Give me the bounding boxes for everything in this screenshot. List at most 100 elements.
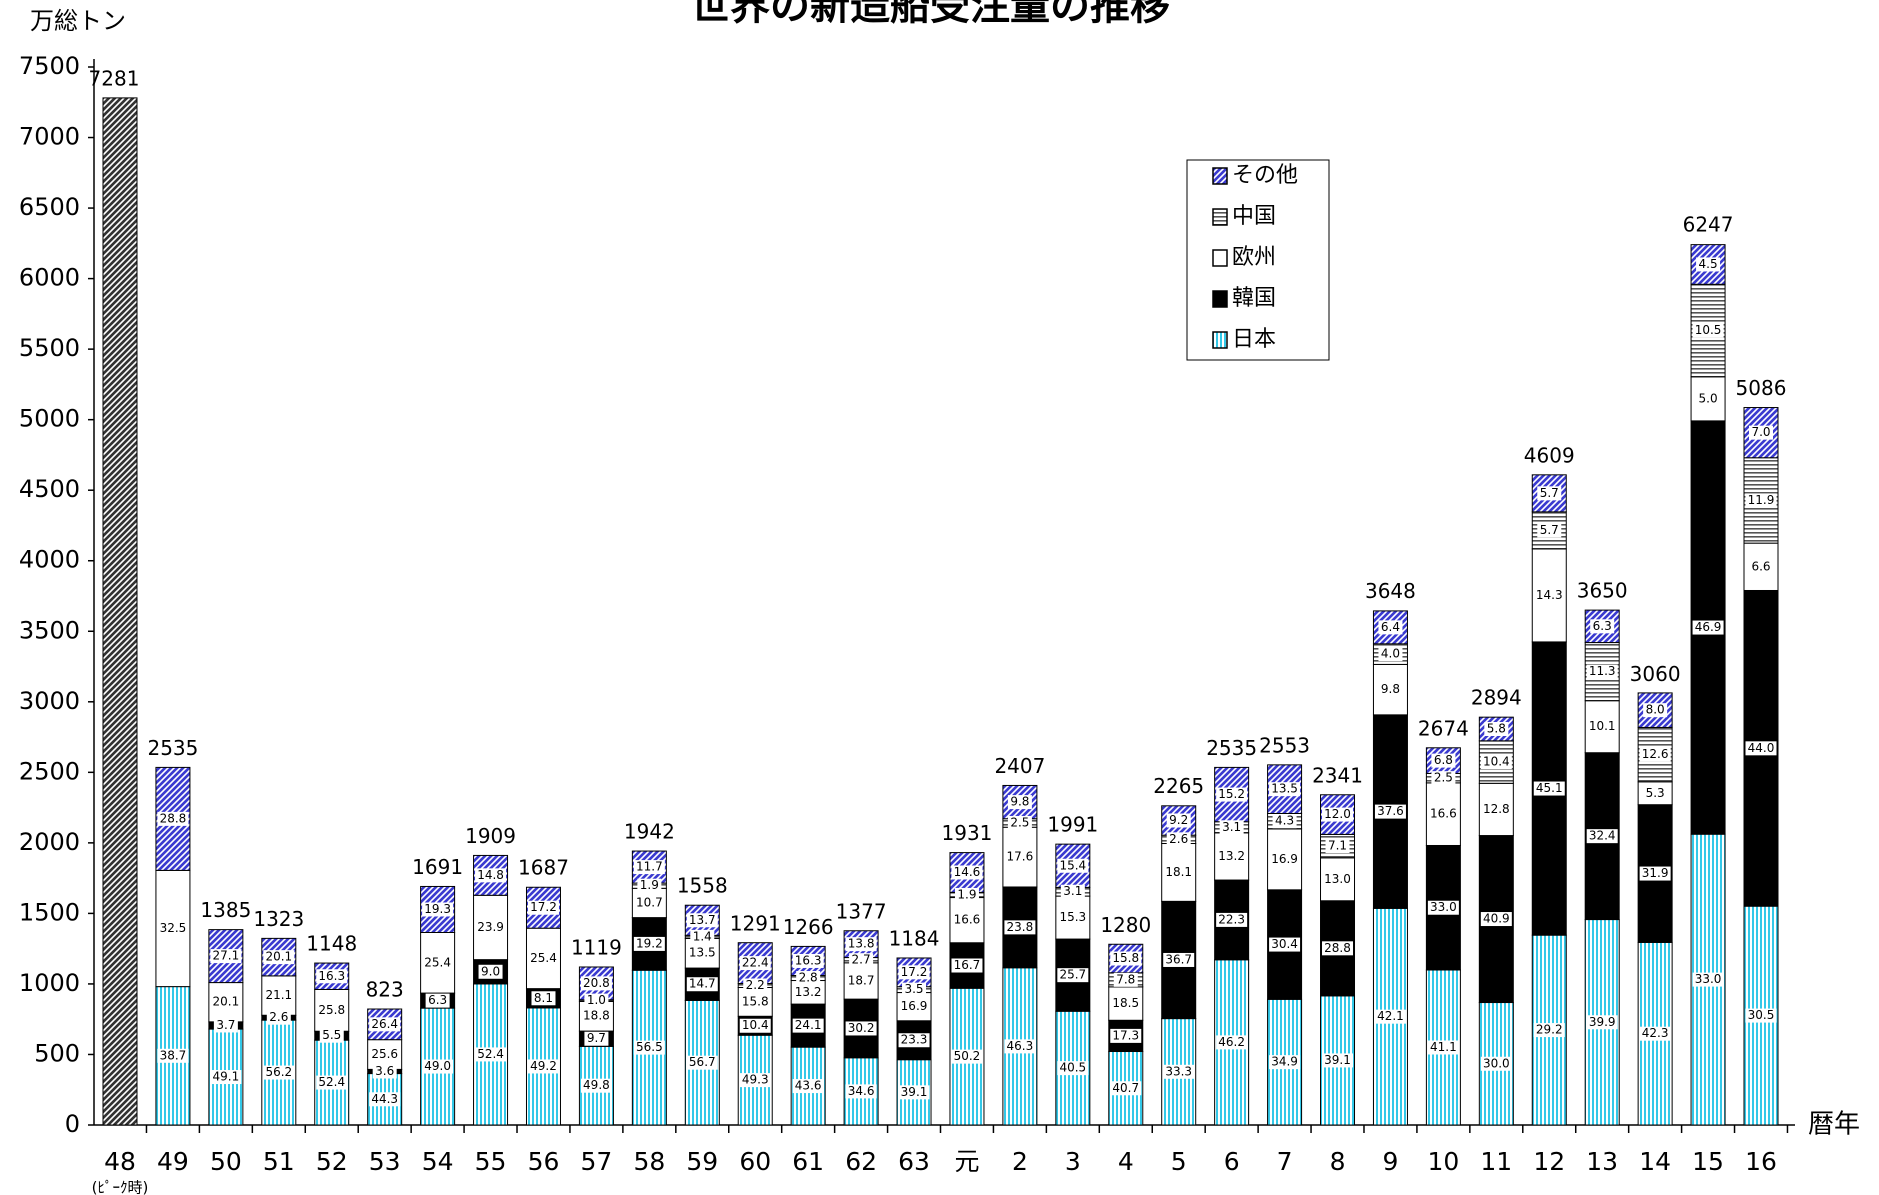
data-label-bg xyxy=(1533,1023,1565,1038)
data-label-bg xyxy=(849,953,874,968)
data-label-bg xyxy=(1163,865,1195,880)
total-label: 1558 xyxy=(677,874,728,898)
legend-box xyxy=(1186,159,1330,361)
data-label: 10.4 xyxy=(1483,755,1510,769)
data-label-bg xyxy=(1378,620,1403,635)
data-label-bg xyxy=(1484,722,1509,737)
data-label: 28.8 xyxy=(160,811,187,825)
data-label: 24.1 xyxy=(795,1018,822,1032)
data-label-bg xyxy=(1269,1055,1301,1070)
data-label-bg xyxy=(475,868,507,883)
data-label: 15.8 xyxy=(1112,951,1139,965)
x-tick-label: 8 xyxy=(1330,1147,1346,1176)
data-label: 46.3 xyxy=(1007,1039,1034,1053)
data-label: 11.7 xyxy=(636,860,663,874)
data-label-bg xyxy=(1586,664,1618,679)
data-label: 34.6 xyxy=(848,1084,875,1098)
x-tick-label: 6 xyxy=(1224,1147,1240,1176)
data-label: 30.4 xyxy=(1271,937,1298,951)
peak-note: (ﾋﾟｰｸ時) xyxy=(92,1179,149,1195)
data-label: 17.6 xyxy=(1007,850,1034,864)
data-label-bg xyxy=(157,811,189,826)
data-label: 52.4 xyxy=(477,1047,504,1061)
data-label-bg xyxy=(1431,753,1456,768)
data-label-bg xyxy=(1163,1064,1195,1079)
data-label-bg xyxy=(1586,719,1618,734)
data-label: 9.0 xyxy=(481,964,500,978)
data-label: 44.3 xyxy=(371,1092,398,1106)
data-label-bg xyxy=(580,976,612,991)
data-label-bg xyxy=(1004,850,1036,865)
data-label: 6.6 xyxy=(1751,559,1770,573)
total-label: 1991 xyxy=(1047,813,1098,837)
data-label: 32.4 xyxy=(1589,829,1616,843)
data-label: 26.4 xyxy=(371,1017,398,1031)
data-label-bg xyxy=(1586,829,1618,844)
data-label-bg xyxy=(1374,804,1406,819)
data-label: 28.8 xyxy=(1324,941,1351,955)
x-tick-label: 7 xyxy=(1277,1147,1293,1176)
data-label-bg xyxy=(1749,559,1773,574)
x-tick-label: 49 xyxy=(157,1147,189,1176)
data-label: 9.8 xyxy=(1010,795,1029,809)
data-label: 10.7 xyxy=(636,895,663,909)
data-label: 23.8 xyxy=(1007,920,1034,934)
data-label: 39.1 xyxy=(901,1085,928,1099)
data-label-bg xyxy=(1480,912,1512,927)
data-label: 12.0 xyxy=(1324,807,1351,821)
data-label-bg xyxy=(686,1055,718,1070)
data-label-bg xyxy=(1166,832,1191,847)
total-label: 2341 xyxy=(1312,763,1363,787)
data-label: 22.3 xyxy=(1218,912,1245,926)
data-label: 19.3 xyxy=(424,902,451,916)
x-tick-label: 元 xyxy=(954,1147,979,1176)
x-tick-label: 12 xyxy=(1533,1147,1565,1176)
data-label-bg xyxy=(1113,972,1138,987)
data-label-bg xyxy=(1378,682,1403,697)
data-label: 11.9 xyxy=(1748,493,1775,507)
data-label-bg xyxy=(1692,620,1724,635)
data-label: 16.7 xyxy=(954,958,981,972)
total-label: 1148 xyxy=(306,932,357,956)
data-label: 14.7 xyxy=(689,977,716,991)
total-label: 2407 xyxy=(994,754,1045,778)
x-tick-label: 48 xyxy=(104,1147,136,1176)
data-label: 5.0 xyxy=(1699,391,1718,405)
data-label: 13.0 xyxy=(1324,872,1351,886)
x-tick-label: 9 xyxy=(1382,1147,1398,1176)
data-label: 13.5 xyxy=(689,946,716,960)
data-label-bg xyxy=(792,985,824,1000)
data-label: 49.2 xyxy=(530,1059,557,1073)
data-label: 6.3 xyxy=(1593,619,1612,633)
data-label-bg xyxy=(527,951,559,966)
legend-swatch xyxy=(1212,331,1228,349)
data-label-bg xyxy=(475,920,507,935)
data-label: 16.6 xyxy=(954,913,981,927)
data-label-bg xyxy=(1590,619,1615,634)
total-label: 1291 xyxy=(730,911,781,935)
data-label-bg xyxy=(898,1085,930,1100)
data-label: 13.2 xyxy=(1218,849,1245,863)
data-label: 14.8 xyxy=(477,868,504,882)
data-label: 52.4 xyxy=(318,1075,345,1089)
y-tick-label: 2500 xyxy=(19,757,80,785)
data-label-bg xyxy=(1004,920,1036,935)
data-label-bg xyxy=(1586,1015,1618,1030)
legend-swatch xyxy=(1212,208,1228,226)
data-label: 19.2 xyxy=(636,936,663,950)
data-label-bg xyxy=(1692,323,1724,338)
data-label-bg xyxy=(425,993,450,1008)
data-label-bg xyxy=(527,900,559,915)
x-tick-label: 62 xyxy=(845,1147,877,1176)
total-label: 1280 xyxy=(1100,913,1151,937)
data-label: 13.7 xyxy=(689,913,716,927)
data-label: 46.9 xyxy=(1695,620,1722,634)
data-label: 10.1 xyxy=(1589,719,1616,733)
data-label-bg xyxy=(1480,755,1512,770)
x-tick-label: 61 xyxy=(792,1147,824,1176)
x-tick-label: 58 xyxy=(633,1147,665,1176)
data-label-bg xyxy=(1533,588,1565,603)
data-label: 29.2 xyxy=(1536,1023,1563,1037)
data-label: 6.4 xyxy=(1381,620,1400,634)
data-label-bg xyxy=(739,1018,771,1033)
